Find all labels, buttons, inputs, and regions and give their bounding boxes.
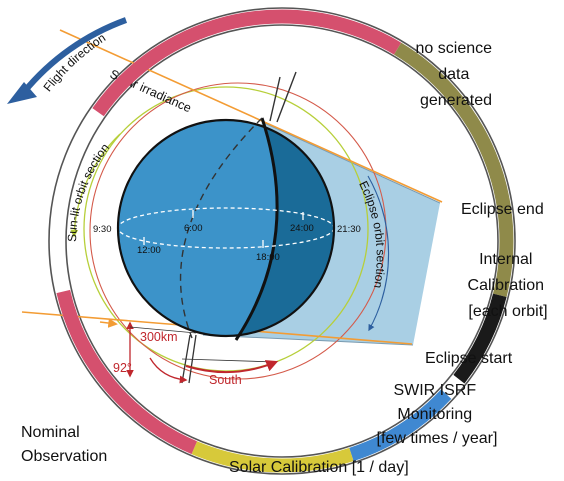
segment-internal-calibration [453, 293, 507, 384]
altitude-label: 300km [140, 330, 178, 344]
swir-isrf-label: SWIR ISRF Monitoring [few times / year] [377, 382, 498, 447]
time-1200: 12:00 [137, 245, 161, 256]
segment-solar-calibration [191, 441, 354, 473]
south-arrow [185, 360, 279, 374]
segment-nominal-bottom [56, 289, 198, 455]
south-label: South [209, 373, 242, 387]
no-science-label: no science data generated [416, 40, 497, 109]
eclipse-start-label: Eclipse start [425, 350, 513, 367]
segment-nominal-top [92, 9, 283, 117]
angle-label: 92° [113, 361, 132, 375]
internal-calibration-label: Internal Calibration [each orbit] [468, 251, 549, 320]
time-1800: 18:00 [256, 252, 280, 263]
segment-swir-isrf [349, 389, 452, 462]
sun-ray-upper [59, 29, 443, 203]
time-0930: 9:30 [93, 224, 112, 235]
time-ticks [143, 210, 304, 248]
eclipse-end-label: Eclipse end [461, 201, 544, 218]
solar-calibration-label: Solar Calibration [1 / day] [229, 459, 409, 476]
orbit-ring [48, 7, 516, 475]
orbit-eclipse-circle [89, 82, 387, 380]
altitude-annotation: 300km [126, 321, 197, 378]
orbit-sunlit-circle [83, 86, 369, 372]
flight-direction-arrow [21, 17, 128, 94]
time-2400: 24:00 [290, 223, 314, 234]
ring-segments [56, 9, 514, 473]
time-0600: 6:00 [184, 223, 203, 234]
segment-no-science [393, 42, 514, 297]
segment-nominal-top2 [281, 9, 402, 55]
time-2130: 21:30 [337, 224, 361, 235]
nominal-observation-label: Nominal Observation [21, 424, 107, 465]
